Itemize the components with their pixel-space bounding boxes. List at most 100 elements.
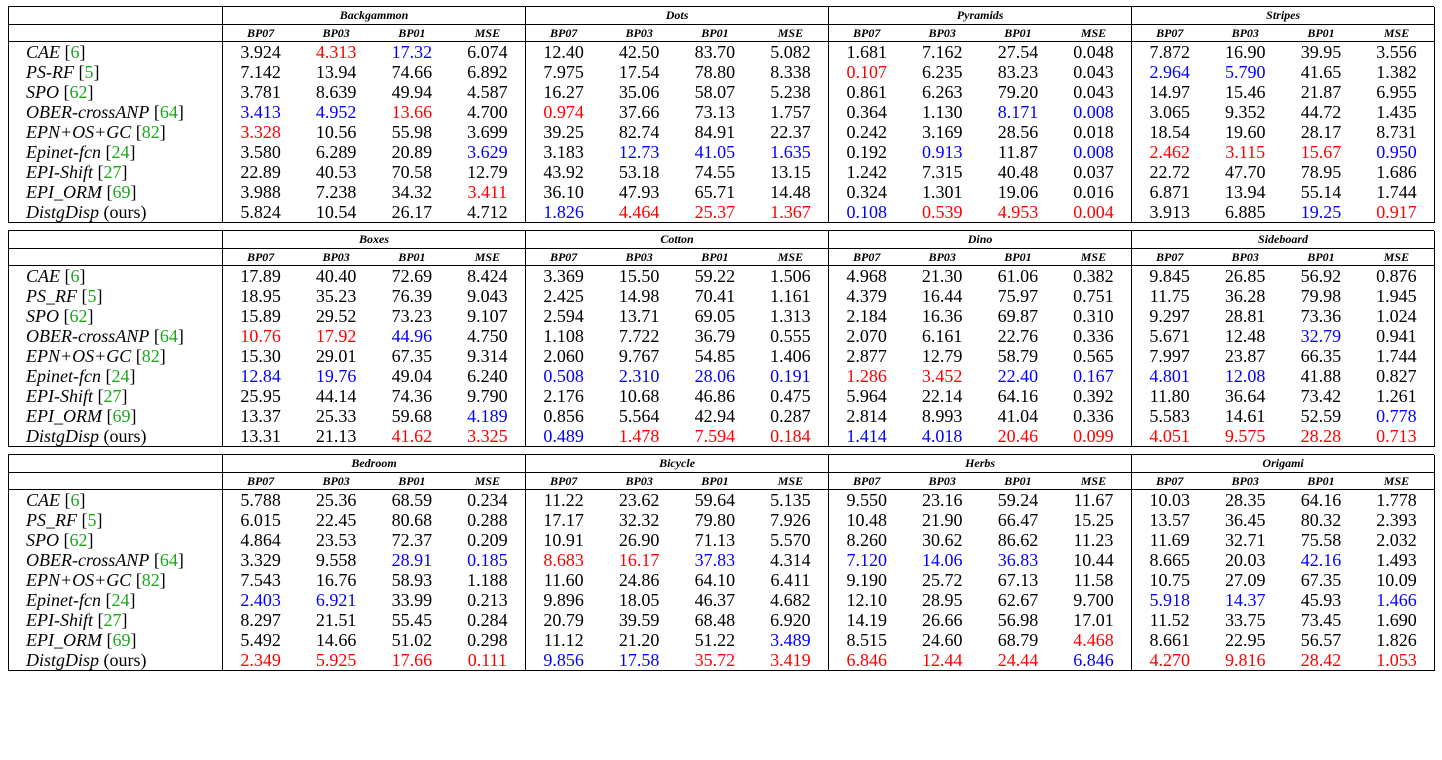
citation-link[interactable]: 24 [111, 590, 130, 610]
citation-link[interactable]: 62 [69, 530, 88, 550]
value-cell: 0.539 [904, 202, 981, 223]
citation-link[interactable]: 64 [159, 102, 178, 122]
citation-link[interactable]: 82 [141, 570, 160, 590]
value-cell: 4.051 [1131, 426, 1208, 447]
value-cell: 0.008 [1055, 102, 1133, 122]
value-cell: 14.06 [921, 550, 963, 570]
method-name: EPN+OS+GC [26, 122, 132, 142]
table-row: CAE [6] 17.89 40.40 72.69 8.424 3.369 15.50 59.… [8, 265, 1436, 286]
value-cell: 5.671 [1149, 326, 1190, 346]
value-cell: 7.315 [921, 162, 963, 182]
method-name-cell: DistgDisp (ours) [8, 426, 223, 447]
citation-link[interactable]: 6 [70, 266, 80, 286]
value-cell: 10.03 [1149, 490, 1190, 510]
citation-link[interactable]: 27 [103, 162, 122, 182]
value-cell: 22.40 [997, 366, 1039, 386]
value-cell: 2.814 [846, 406, 887, 426]
value-cell: 6.920 [752, 610, 830, 630]
value-cell: 39.25 [543, 122, 584, 142]
value-cell: 6.161 [921, 326, 963, 346]
value-cell: 6.871 [1149, 182, 1191, 202]
citation-link[interactable]: 5 [87, 510, 97, 530]
citation-link[interactable]: 69 [112, 182, 131, 202]
scene-header-row: Boxes Cotton Dino Sideboard [8, 231, 1436, 249]
citation-link[interactable]: 5 [84, 62, 94, 82]
value-cell: 8.424 [449, 265, 526, 286]
value-cell: 3.580 [240, 142, 281, 162]
value-cell: 10.68 [618, 386, 660, 406]
value-cell: 0.778 [1358, 406, 1436, 426]
value-cell: 10.75 [1149, 570, 1190, 590]
table-row: DistgDisp (ours) 13.31 21.13 41.62 3.325 0.48… [8, 426, 1436, 447]
value-cell: 59.64 [694, 490, 736, 510]
value-cell: 12.84 [240, 366, 281, 386]
value-cell: 56.57 [1300, 630, 1342, 650]
method-name-cell: PS_RF [5] [8, 510, 223, 530]
value-cell: 19.06 [997, 182, 1039, 202]
method-name: EPI-Shift [26, 610, 93, 630]
table-row: DistgDisp (ours) 2.349 5.925 17.66 0.111 9.85… [8, 650, 1436, 671]
value-cell: 7.872 [1149, 42, 1191, 62]
value-cell: 15.30 [240, 346, 281, 366]
value-cell: 64.16 [1300, 490, 1342, 510]
citation-link[interactable]: 6 [70, 490, 80, 510]
metric-header: BP03 [298, 24, 374, 42]
value-cell: 17.89 [240, 266, 281, 286]
method-name-cell: SPO [62] [8, 306, 223, 326]
citation-link[interactable]: 82 [141, 122, 160, 142]
value-cell: 4.700 [449, 102, 527, 122]
citation-link[interactable]: 24 [111, 142, 130, 162]
metric-header-row: BP07 BP03 BP01 MSE BP07 BP03 BP01 MSE BP07 BP03 BP… [8, 248, 1436, 266]
citation-link[interactable]: 27 [103, 610, 122, 630]
header-blank-cell [8, 7, 223, 25]
citation-link[interactable]: 24 [111, 366, 130, 386]
table-row: OBER-crossANP [64] 3.329 9.558 28.91 0.185 8.… [8, 550, 1436, 570]
metric-header: BP03 [1207, 248, 1284, 266]
value-cell: 4.314 [752, 550, 830, 570]
citation-link[interactable]: 82 [141, 346, 160, 366]
citation-link[interactable]: 62 [69, 306, 88, 326]
value-cell: 4.968 [846, 266, 887, 286]
citation-link[interactable]: 62 [69, 82, 88, 102]
citation-link[interactable]: 5 [87, 286, 97, 306]
value-cell: 12.40 [543, 42, 584, 62]
value-cell: 0.827 [1358, 366, 1436, 386]
value-cell: 10.56 [315, 122, 357, 142]
metric-header: MSE [449, 248, 526, 266]
value-cell: 26.85 [1224, 266, 1266, 286]
citation-link[interactable]: 64 [159, 550, 178, 570]
value-cell: 12.08 [1224, 366, 1266, 386]
citation-link[interactable]: 27 [103, 386, 122, 406]
value-cell: 41.04 [997, 406, 1039, 426]
value-cell: 0.043 [1055, 82, 1133, 102]
value-cell: 44.72 [1300, 102, 1342, 122]
table-blocks: Backgammon Dots Pyramids Stripes BP07 BP03 BP0… [8, 7, 1436, 671]
value-cell: 1.690 [1358, 610, 1436, 630]
value-cell: 33.99 [391, 590, 433, 610]
table-row: PS-RF [5] 7.142 13.94 74.66 6.892 7.975 17.54 7… [8, 62, 1436, 82]
value-cell: 36.83 [997, 550, 1039, 570]
scene-name: Sideboard [1131, 231, 1436, 249]
value-cell: 2.349 [222, 650, 299, 671]
metric-header: BP01 [374, 24, 450, 42]
citation-link[interactable]: 69 [112, 406, 131, 426]
method-name-cell: EPI_ORM [69] [8, 630, 223, 650]
value-cell: 0.336 [1055, 406, 1133, 426]
value-cell: 3.699 [449, 122, 527, 142]
metric-header: BP07 [525, 472, 602, 490]
citation-link[interactable]: 69 [112, 630, 131, 650]
value-cell: 72.37 [391, 530, 433, 550]
citation-link[interactable]: 64 [159, 326, 178, 346]
value-cell: 11.80 [1149, 386, 1190, 406]
metric-header: BP07 [1131, 472, 1208, 490]
value-cell: 3.629 [449, 142, 527, 162]
method-name: DistgDisp [26, 650, 100, 670]
citation-link[interactable]: 6 [70, 42, 80, 62]
value-cell: 1.778 [1358, 489, 1436, 510]
value-cell: 22.14 [921, 386, 963, 406]
value-cell: 11.60 [543, 570, 584, 590]
value-cell: 9.352 [1225, 102, 1266, 122]
value-cell: 64.16 [997, 386, 1039, 406]
value-cell: 9.107 [449, 306, 526, 326]
value-cell: 58.07 [694, 82, 736, 102]
